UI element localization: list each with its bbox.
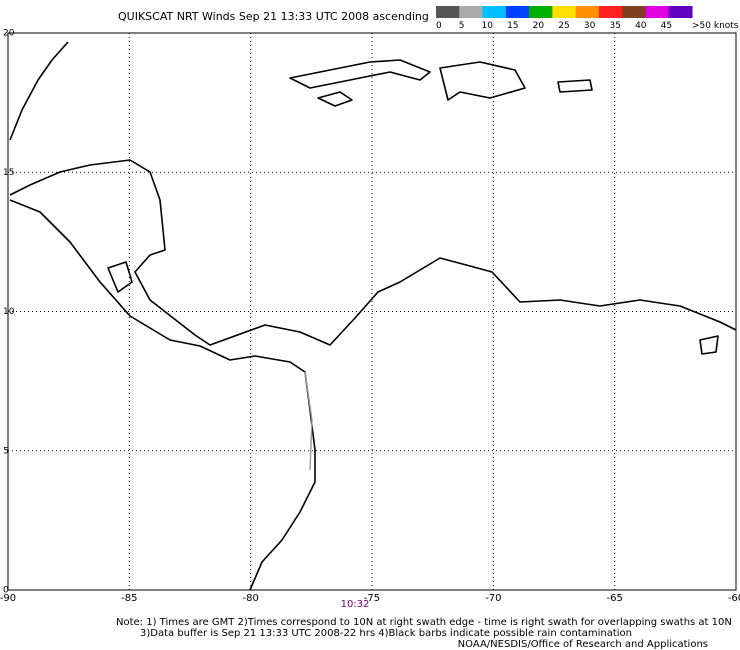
yucatan-gulf-coast	[9, 41, 69, 141]
legend-label: 40	[635, 21, 647, 31]
credit: NOAA/NESDIS/Office of Research and Appli…	[458, 639, 708, 650]
y-tick-label: 10	[3, 307, 15, 317]
legend-swatch	[436, 6, 460, 18]
legend-swatch	[645, 6, 670, 18]
legend-label: 25	[558, 21, 569, 31]
cuba	[289, 59, 431, 89]
legend-label: 0	[436, 21, 442, 31]
x-tick-label: -60	[728, 593, 740, 604]
note-line: 3)Data buffer is Sep 21 13:33 UTC 2008-2…	[140, 628, 632, 639]
legend-swatch	[482, 6, 507, 18]
legend: 0 5 10 15 20 25 30 35 40 45 >50 knots	[436, 6, 739, 31]
puerto-rico	[557, 79, 593, 93]
x-tick-label: -85	[121, 593, 137, 604]
x-tick-label: -90	[0, 593, 16, 604]
swath-time: 10:32	[341, 599, 370, 610]
legend-label: >50 knots	[692, 21, 739, 31]
hispaniola	[439, 61, 526, 101]
y-tick-label: 15	[3, 168, 14, 178]
legend-swatch	[552, 6, 577, 18]
x-tick-label: -80	[242, 593, 258, 604]
legend-label: 30	[584, 21, 596, 31]
pacific-coast	[9, 199, 316, 591]
legend-label: 15	[507, 21, 518, 31]
map-frame	[7, 32, 737, 591]
central-america-caribbean-coast	[9, 159, 737, 346]
coastlines	[9, 41, 737, 591]
y-tick-label: 0	[3, 586, 9, 596]
legend-label: 20	[533, 21, 545, 31]
graticule: -90-85-80-75-70-65-6005101520	[0, 29, 740, 605]
legend-swatch	[598, 6, 623, 18]
lake-nicaragua	[107, 261, 133, 293]
colombia-river	[304, 371, 313, 471]
title: QUIKSCAT NRT Winds Sep 21 13:33 UTC 2008…	[118, 10, 429, 23]
x-tick-label: -65	[606, 593, 622, 604]
legend-label: 35	[609, 21, 620, 31]
x-tick-label: -75	[364, 593, 380, 604]
legend-swatch	[459, 6, 484, 18]
jamaica	[317, 91, 353, 107]
trinidad	[699, 335, 719, 355]
legend-swatch	[668, 6, 693, 18]
legend-swatch	[529, 6, 553, 18]
legend-label: 45	[661, 21, 672, 31]
note-line: Note: 1) Times are GMT 2)Times correspon…	[116, 617, 732, 628]
legend-label: 10	[481, 21, 493, 31]
x-tick-label: -70	[485, 593, 501, 604]
legend-swatch	[622, 6, 646, 18]
legend-swatch	[505, 6, 530, 18]
legend-label: 5	[459, 21, 465, 31]
legend-swatch	[575, 6, 600, 18]
y-tick-label: 5	[3, 446, 9, 456]
